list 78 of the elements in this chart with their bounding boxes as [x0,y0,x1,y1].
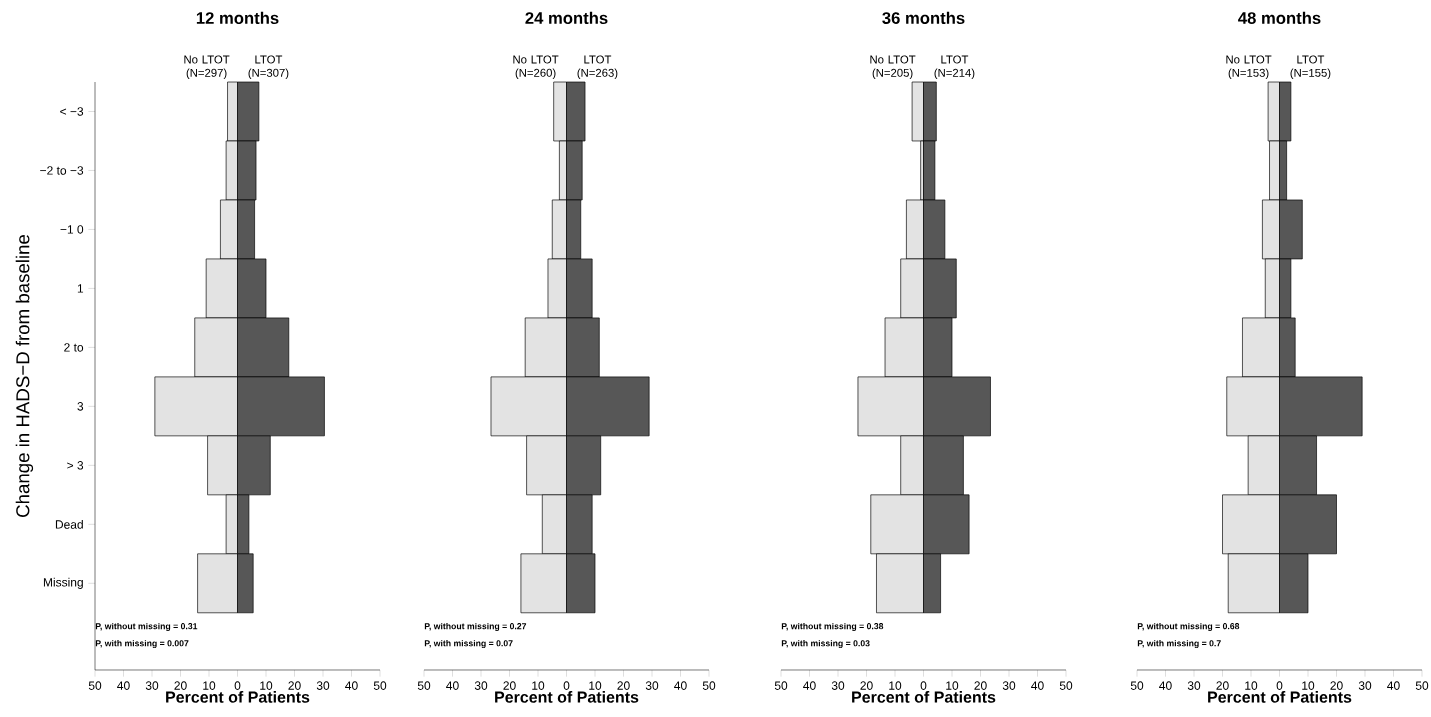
x-tick-label: 30 [145,681,159,690]
y-tick-label: Dead [55,519,83,529]
x-tick-label: 20 [174,681,187,690]
x-tick-label: 40 [803,681,816,690]
x-tick-label: 30 [645,681,659,690]
series-label: LTOT (N=155) [1290,55,1331,80]
series-label: LTOT (N=214) [934,55,975,80]
chart-title: 48 months [1238,11,1321,24]
series-label: No LTOT (N=260) [513,55,559,80]
x-tick-label: 30 [1358,681,1372,690]
x-tick-label: 20 [860,681,873,690]
chart-title: 24 months [525,11,608,24]
x-tick-label: 0 [920,681,927,690]
y-tick-label: > 3 [67,461,84,470]
x-tick-label: 40 [345,681,358,690]
x-axis-title: Percent of Patients [166,691,310,703]
annotation: P, with missing = 0.007 [95,639,189,649]
annotation: P, without missing = 0.31 [95,622,198,631]
x-tick-label: 50 [88,681,102,690]
x-tick-label: 10 [260,681,273,690]
annotation: P, without missing = 0.68 [1137,622,1240,631]
chart-title: 36 months [882,11,965,24]
y-tick-label: < −3 [60,107,84,116]
x-tick-label: 40 [1159,681,1172,690]
x-tick-label: 50 [373,681,387,690]
x-tick-label: 30 [831,681,845,690]
y-tick-label: −1 0 [60,225,84,234]
series-label: No LTOT (N=297) [184,55,230,80]
y-tick-label: −2 to −3 [40,166,84,175]
x-tick-label: 50 [774,681,788,690]
text: P, with missing = 0.7 [1137,639,1221,649]
series-label: LTOT (N=307) [248,55,289,80]
y-axis-title: Change in HADS−D from baseline [15,235,34,517]
x-tick-label: 50 [1130,681,1144,690]
x-tick-label: 30 [474,681,488,690]
x-tick-label: 20 [503,681,516,690]
x-tick-label: 20 [974,681,987,690]
x-tick-label: 10 [1302,681,1315,690]
annotation: P, without missing = 0.27 [424,622,527,631]
x-tick-label: 40 [1031,681,1044,690]
series-label: No LTOT (N=153) [1226,55,1272,80]
x-tick-label: 50 [702,681,716,690]
chart-title: 12 months [196,11,279,24]
x-tick-label: 20 [288,681,301,690]
x-axis-title: Percent of Patients [495,691,639,703]
x-tick-label: 30 [316,681,330,690]
x-tick-label: 30 [1002,681,1016,690]
x-tick-label: 20 [1330,681,1343,690]
y-tick-label: Missing [43,577,83,589]
x-tick-label: 40 [117,681,130,690]
y-tick-label: 1 [77,284,84,293]
x-tick-label: 10 [889,681,902,690]
x-tick-label: 0 [1276,681,1283,690]
x-tick-label: 50 [1415,681,1429,690]
x-axis-title: Percent of Patients [1208,691,1352,703]
x-tick-label: 20 [1216,681,1229,690]
x-tick-label: 50 [1059,681,1073,690]
x-tick-label: 40 [674,681,687,690]
x-tick-label: 10 [1245,681,1258,690]
text: P, with missing = 0.07 [424,639,513,649]
x-tick-label: 10 [532,681,545,690]
text: P, with missing = 0.03 [781,639,870,649]
series-label: No LTOT (N=205) [870,55,916,80]
x-axis-title: Percent of Patients [852,691,996,703]
x-tick-label: 10 [946,681,959,690]
x-tick-label: 20 [617,681,630,690]
y-tick-label: 3 [77,402,84,411]
x-tick-label: 30 [1187,681,1201,690]
series-label: LTOT (N=263) [577,55,618,80]
x-tick-label: 10 [589,681,602,690]
x-tick-label: 40 [446,681,459,690]
x-tick-label: 0 [234,681,241,690]
x-tick-label: 40 [1387,681,1400,690]
x-tick-label: 50 [417,681,431,690]
x-tick-label: 10 [203,681,216,690]
y-tick-label: 2 to [64,343,84,352]
x-tick-label: 0 [563,681,570,690]
annotation: P, without missing = 0.38 [781,622,884,631]
